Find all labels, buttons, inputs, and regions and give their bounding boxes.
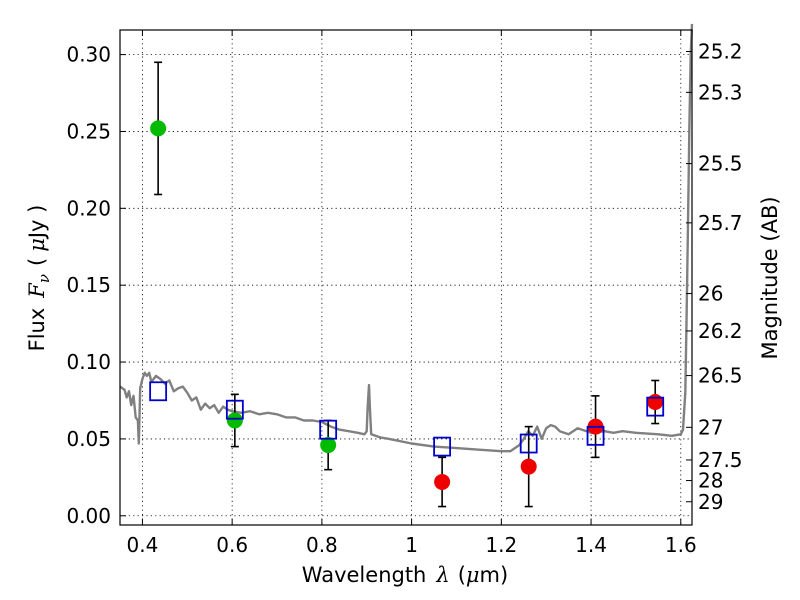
x-tick-label: 0.4 <box>127 533 159 557</box>
magnitude-tick-label: 28 <box>698 469 723 493</box>
y-tick-label: 0.25 <box>66 119 111 143</box>
y-tick-label: 0.30 <box>66 43 111 67</box>
magnitude-tick-label: 25.7 <box>698 211 743 235</box>
y-tick-label: 0.15 <box>66 273 111 297</box>
y-tick-label: 0.05 <box>66 427 111 451</box>
x-tick-label: 0.6 <box>216 533 248 557</box>
magnitude-tick-label: 27 <box>698 415 723 439</box>
magnitude-tick-label: 25.2 <box>698 40 743 64</box>
y-tick-label: 0.20 <box>66 196 111 220</box>
x-tick-label: 1 <box>405 533 418 557</box>
data-points <box>149 120 665 490</box>
x-tick-label: 0.8 <box>306 533 338 557</box>
x-axis-ticks: 0.4 0.6 0.8 1 1.2 1.4 1.6 <box>127 30 697 557</box>
y-axis-ticks: 0.00 0.05 0.10 0.15 0.20 0.25 0.30 <box>66 43 126 528</box>
error-bars <box>154 61 660 508</box>
x-tick-label: 1.2 <box>485 533 517 557</box>
model-flux-square <box>586 425 605 446</box>
red-data-point <box>434 473 451 490</box>
magnitude-tick-label: 27.5 <box>698 448 743 472</box>
x-tick-label: 1.6 <box>665 533 697 557</box>
y-tick-label: 0.00 <box>66 504 111 528</box>
magnitude-tick-label: 29 <box>698 490 723 514</box>
x-axis-label: Wavelength λ (μm) <box>302 563 508 587</box>
y-axis-label: FluxFν(μJy ) <box>25 205 53 352</box>
model-spectrum-line <box>119 23 694 453</box>
green-data-point <box>226 412 243 429</box>
x-tick-label: 1.4 <box>575 533 607 557</box>
model-spectrum-layer <box>119 23 694 453</box>
magnitude-tick-label: 26.2 <box>698 319 743 343</box>
red-data-point <box>647 394 664 411</box>
y-tick-label: 0.10 <box>66 350 111 374</box>
magnitude-tick-label: 26 <box>698 282 723 306</box>
magnitude-tick-label: 25.3 <box>698 80 743 104</box>
model-flux-square <box>646 396 665 417</box>
red-data-point <box>520 458 537 475</box>
grid-lines <box>120 30 692 525</box>
magnitude-axis-label: Magnitude (AB) <box>758 196 782 359</box>
model-flux-square <box>319 419 338 440</box>
model-flux-square <box>519 433 538 454</box>
green-data-point <box>320 437 337 454</box>
model-flux-square <box>433 436 452 457</box>
plot-frame <box>119 29 693 526</box>
green-data-point <box>150 120 167 137</box>
magnitude-tick-label: 26.5 <box>698 364 743 388</box>
model-flux-square <box>225 399 244 420</box>
magnitude-tick-label: 25.5 <box>698 152 743 176</box>
model-flux-square <box>149 381 168 402</box>
